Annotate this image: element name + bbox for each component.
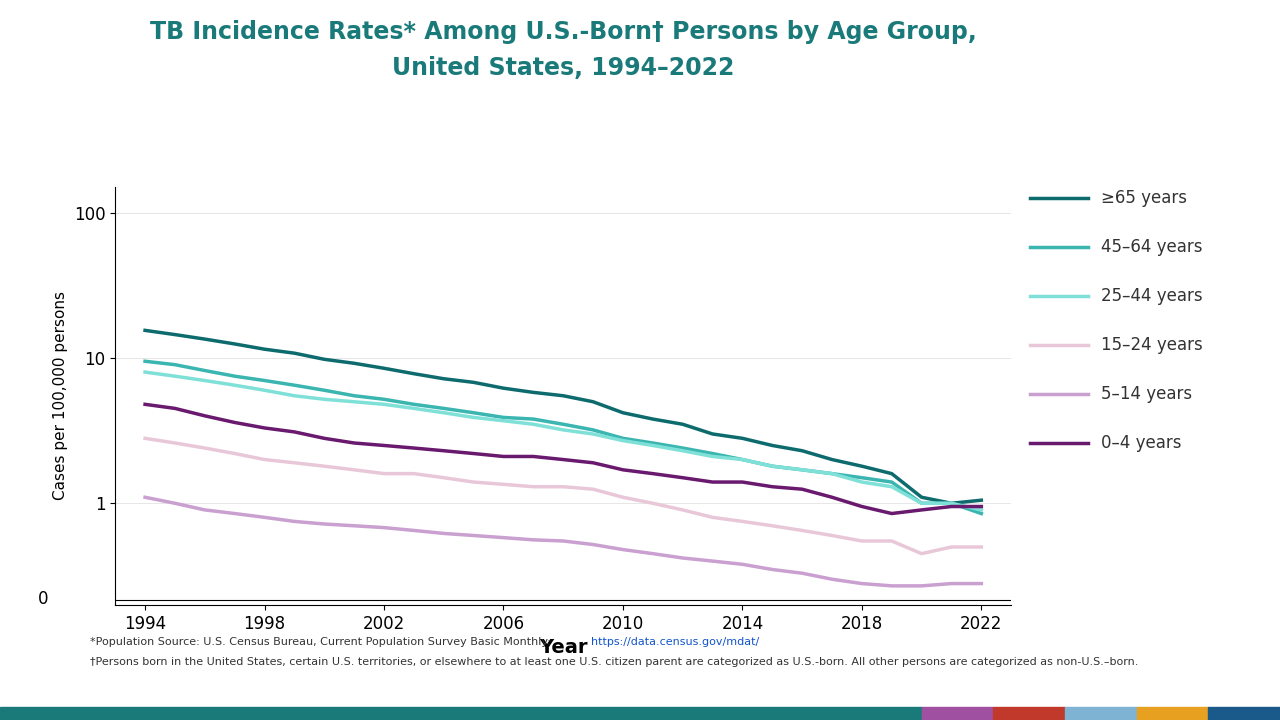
Text: 0: 0 [37,590,47,608]
Text: ≥65 years: ≥65 years [1101,189,1187,207]
Text: TB Incidence Rates* Among U.S.-Born† Persons by Age Group,: TB Incidence Rates* Among U.S.-Born† Per… [150,20,977,45]
Bar [1208,707,1280,720]
Bar [922,707,993,720]
X-axis label: Year: Year [539,638,588,657]
Bar [1065,707,1137,720]
Bar [1137,707,1208,720]
Text: 0–4 years: 0–4 years [1101,433,1181,452]
Text: †Persons born in the United States, certain U.S. territories, or elsewhere to at: †Persons born in the United States, cert… [90,657,1138,667]
Text: 45–64 years: 45–64 years [1101,238,1202,256]
Text: 15–24 years: 15–24 years [1101,336,1202,354]
Y-axis label: Cases per 100,000 persons: Cases per 100,000 persons [54,292,68,500]
Text: 25–44 years: 25–44 years [1101,287,1202,305]
Text: 5–14 years: 5–14 years [1101,384,1192,403]
Bar [993,707,1065,720]
Text: United States, 1994–2022: United States, 1994–2022 [392,56,735,81]
Bar [0,707,922,720]
Text: *Population Source: U.S. Census Bureau, Current Population Survey Basic Monthly:: *Population Source: U.S. Census Bureau, … [90,637,554,647]
Text: https://data.census.gov/mdat/: https://data.census.gov/mdat/ [591,637,759,647]
